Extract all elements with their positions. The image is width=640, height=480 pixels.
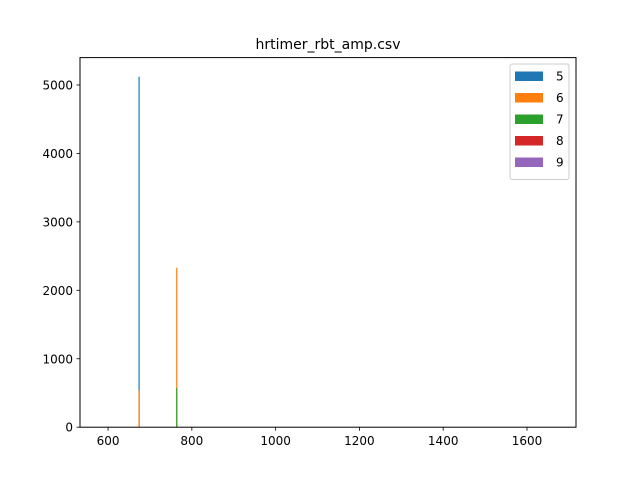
bar-series-7-0 <box>176 388 178 428</box>
legend-label-7: 7 <box>556 113 564 127</box>
x-tick-label: 800 <box>180 434 203 448</box>
legend-swatch-6 <box>515 93 543 103</box>
y-tick-label: 4000 <box>42 147 73 161</box>
bar-series-6-0 <box>138 390 140 428</box>
legend-label-9: 9 <box>556 156 564 170</box>
y-tick-label: 3000 <box>42 215 73 229</box>
legend-swatch-5 <box>515 71 543 81</box>
legend-swatch-8 <box>515 136 543 146</box>
legend-swatch-9 <box>515 157 543 167</box>
x-tick-label: 1200 <box>344 434 375 448</box>
legend-label-6: 6 <box>556 91 564 105</box>
legend-swatch-7 <box>515 114 543 124</box>
x-tick-label: 600 <box>97 434 120 448</box>
y-tick-label: 2000 <box>42 284 73 298</box>
y-tick-label: 5000 <box>42 78 73 92</box>
x-axis: 600 800 1000 1200 1400 1600 <box>97 427 543 448</box>
bar-layer <box>138 76 178 428</box>
chart-title: hrtimer_rbt_amp.csv <box>256 37 401 53</box>
y-tick-label: 0 <box>65 421 73 435</box>
x-tick-label: 1400 <box>428 434 459 448</box>
plot-frame <box>79 57 577 428</box>
y-axis: 0 1000 2000 3000 4000 5000 <box>42 78 80 435</box>
x-tick-label: 1000 <box>260 434 291 448</box>
legend-label-8: 8 <box>556 134 564 148</box>
x-tick-label: 1600 <box>512 434 543 448</box>
legend: 5 6 7 8 9 <box>509 63 570 180</box>
bar-series-5-0 <box>138 76 140 428</box>
legend-label-5: 5 <box>556 70 564 84</box>
bar-series-6-1 <box>176 267 178 428</box>
y-tick-label: 1000 <box>42 352 73 366</box>
